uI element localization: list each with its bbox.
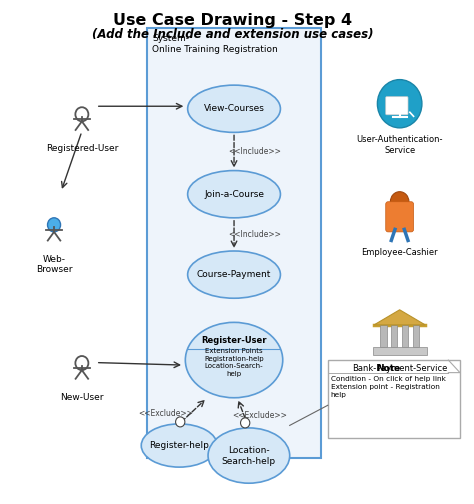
Text: Web-
Browser: Web- Browser	[36, 255, 73, 274]
Ellipse shape	[188, 85, 281, 133]
Text: Bank-Payment-Service: Bank-Payment-Service	[352, 364, 447, 373]
FancyBboxPatch shape	[386, 202, 414, 232]
Text: <<Include>>: <<Include>>	[228, 147, 282, 156]
Circle shape	[47, 218, 61, 232]
Text: <<Exclude>>: <<Exclude>>	[232, 411, 287, 420]
Text: Location-
Search-help: Location- Search-help	[222, 446, 276, 466]
Text: New-User: New-User	[60, 393, 104, 402]
Ellipse shape	[188, 170, 281, 218]
Circle shape	[175, 417, 185, 427]
Polygon shape	[374, 310, 425, 325]
Text: Register-User: Register-User	[201, 337, 267, 345]
FancyBboxPatch shape	[380, 325, 387, 347]
Ellipse shape	[188, 251, 281, 298]
FancyBboxPatch shape	[413, 325, 419, 347]
Text: View-Courses: View-Courses	[204, 104, 264, 113]
Text: Employee-Cashier: Employee-Cashier	[361, 248, 438, 258]
FancyBboxPatch shape	[386, 97, 408, 115]
Text: System-
Online Training Registration: System- Online Training Registration	[152, 34, 278, 54]
Ellipse shape	[185, 323, 283, 398]
FancyBboxPatch shape	[373, 347, 427, 355]
Circle shape	[391, 192, 409, 212]
Ellipse shape	[141, 424, 218, 467]
FancyBboxPatch shape	[328, 360, 460, 438]
Text: Use Case Drawing - Step 4: Use Case Drawing - Step 4	[113, 13, 352, 28]
Text: Register-help: Register-help	[149, 441, 209, 450]
Ellipse shape	[208, 428, 290, 483]
FancyBboxPatch shape	[402, 325, 409, 347]
Text: User-Authentication-
Service: User-Authentication- Service	[356, 136, 443, 155]
Text: (Add the Include and extension use cases): (Add the Include and extension use cases…	[92, 28, 374, 41]
Text: Extension Points
Registration-help
Location-Search-
help: Extension Points Registration-help Locat…	[204, 348, 264, 377]
Text: Join-a-Course: Join-a-Course	[204, 190, 264, 199]
FancyBboxPatch shape	[391, 325, 397, 347]
FancyBboxPatch shape	[147, 28, 321, 458]
Text: Condition - On click of help link
Extension point - Registration
help: Condition - On click of help link Extens…	[330, 376, 446, 398]
Text: Course-Payment: Course-Payment	[197, 270, 271, 279]
Circle shape	[377, 80, 422, 128]
Text: <<Include>>: <<Include>>	[228, 230, 282, 239]
Text: Registered-User: Registered-User	[46, 144, 118, 153]
Text: <<Exclude>>: <<Exclude>>	[138, 409, 193, 418]
Text: Note: Note	[376, 364, 400, 373]
Circle shape	[240, 418, 250, 428]
